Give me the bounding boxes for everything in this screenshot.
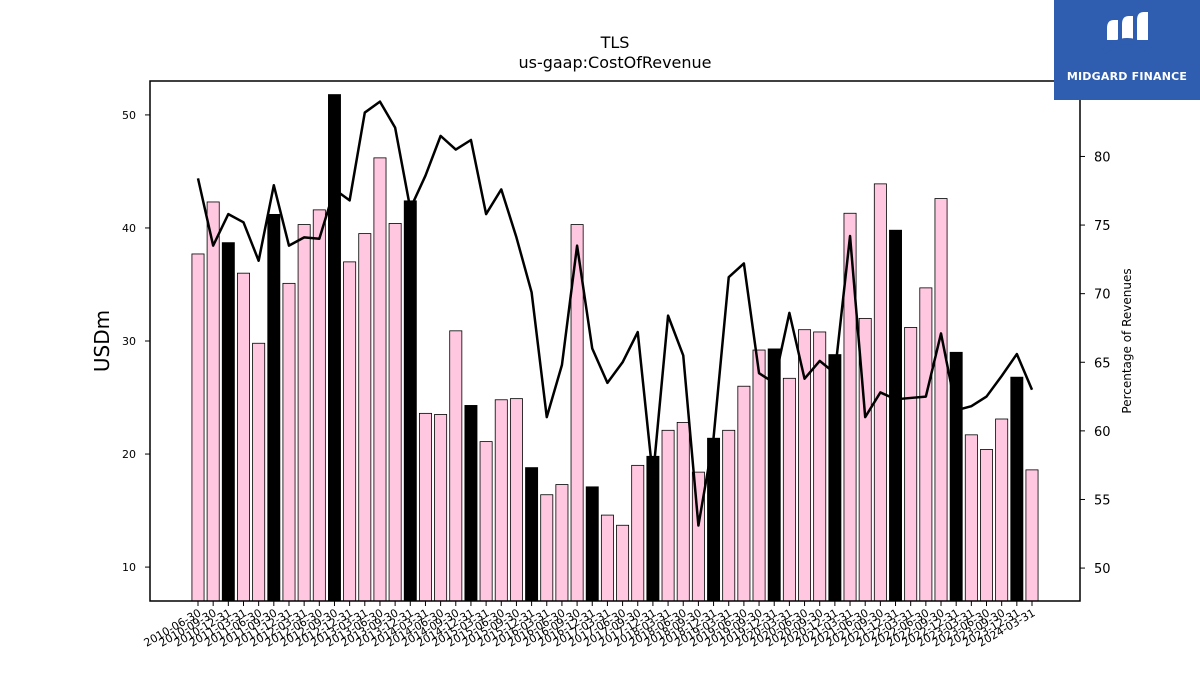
y-tick-label: 20 xyxy=(122,448,136,461)
bar xyxy=(494,399,508,602)
bar xyxy=(1010,376,1024,602)
y-tick-label: 40 xyxy=(122,222,136,235)
bar xyxy=(767,348,781,602)
bar xyxy=(540,494,554,602)
bar xyxy=(661,429,675,602)
y2-tick-label: 55 xyxy=(1094,493,1111,508)
bar xyxy=(403,200,417,602)
bar xyxy=(782,377,796,602)
y-axis-label: USDm xyxy=(90,310,114,372)
bar xyxy=(752,349,766,602)
bar xyxy=(252,342,266,602)
y2-tick-label: 80 xyxy=(1094,150,1111,165)
bar xyxy=(297,224,311,602)
bar xyxy=(358,233,372,602)
bar xyxy=(737,385,751,602)
y2-tick-label: 65 xyxy=(1094,356,1111,371)
line-path xyxy=(196,100,1034,527)
bar xyxy=(919,287,933,602)
y2-tick-label: 75 xyxy=(1094,219,1111,234)
bar xyxy=(980,449,993,602)
bar xyxy=(191,253,205,602)
bar xyxy=(221,242,235,602)
bar xyxy=(282,282,296,602)
bar xyxy=(328,94,341,602)
chart-subtitle: us-gaap:CostOfRevenue xyxy=(518,53,711,72)
y2-tick-label: 50 xyxy=(1094,562,1111,577)
bar xyxy=(828,354,842,602)
bar xyxy=(434,414,448,602)
right-axis-ticks: 50 55 60 65 70 75 80 xyxy=(1080,150,1111,577)
y2-tick-label: 60 xyxy=(1094,425,1111,440)
bar xyxy=(464,405,478,602)
bar xyxy=(904,327,918,602)
bar xyxy=(600,514,614,602)
line-series xyxy=(196,100,1034,527)
bar xyxy=(631,464,645,602)
brand-logo: MIDGARD FINANCE xyxy=(1054,0,1200,100)
bar xyxy=(267,213,281,602)
bar xyxy=(934,198,948,602)
bar xyxy=(312,209,326,602)
bar xyxy=(449,330,463,602)
bar xyxy=(237,272,250,602)
bar xyxy=(373,157,387,602)
bar xyxy=(525,467,539,602)
bar xyxy=(722,429,736,602)
bar xyxy=(889,229,902,602)
left-axis-ticks: 10 20 30 40 50 xyxy=(122,109,150,574)
y-tick-label: 10 xyxy=(122,561,136,574)
bar xyxy=(509,398,523,602)
chart-title: TLS xyxy=(600,33,630,52)
bar xyxy=(479,441,493,602)
y2-axis-label: Percentage of Revenues xyxy=(1120,268,1134,413)
bar xyxy=(418,412,432,602)
bar xyxy=(555,484,569,602)
bar xyxy=(964,434,978,602)
bar xyxy=(798,329,812,602)
bar xyxy=(995,418,1009,602)
y-tick-label: 50 xyxy=(122,109,136,122)
bar xyxy=(1025,469,1039,602)
bar xyxy=(206,201,220,602)
logo-mark-icon xyxy=(1101,12,1154,55)
bar-series xyxy=(191,94,1039,602)
x-axis-ticks: 2010-06-302010-09-302010-12-312011-03-31… xyxy=(142,601,1038,650)
y2-tick-label: 70 xyxy=(1094,288,1111,303)
bar xyxy=(616,524,630,602)
bar xyxy=(343,261,357,602)
bar xyxy=(676,421,690,602)
logo-text: MIDGARD FINANCE xyxy=(1066,70,1188,83)
bar xyxy=(388,223,402,602)
bar xyxy=(813,331,827,602)
y-tick-label: 30 xyxy=(122,335,136,348)
bar xyxy=(585,486,599,602)
